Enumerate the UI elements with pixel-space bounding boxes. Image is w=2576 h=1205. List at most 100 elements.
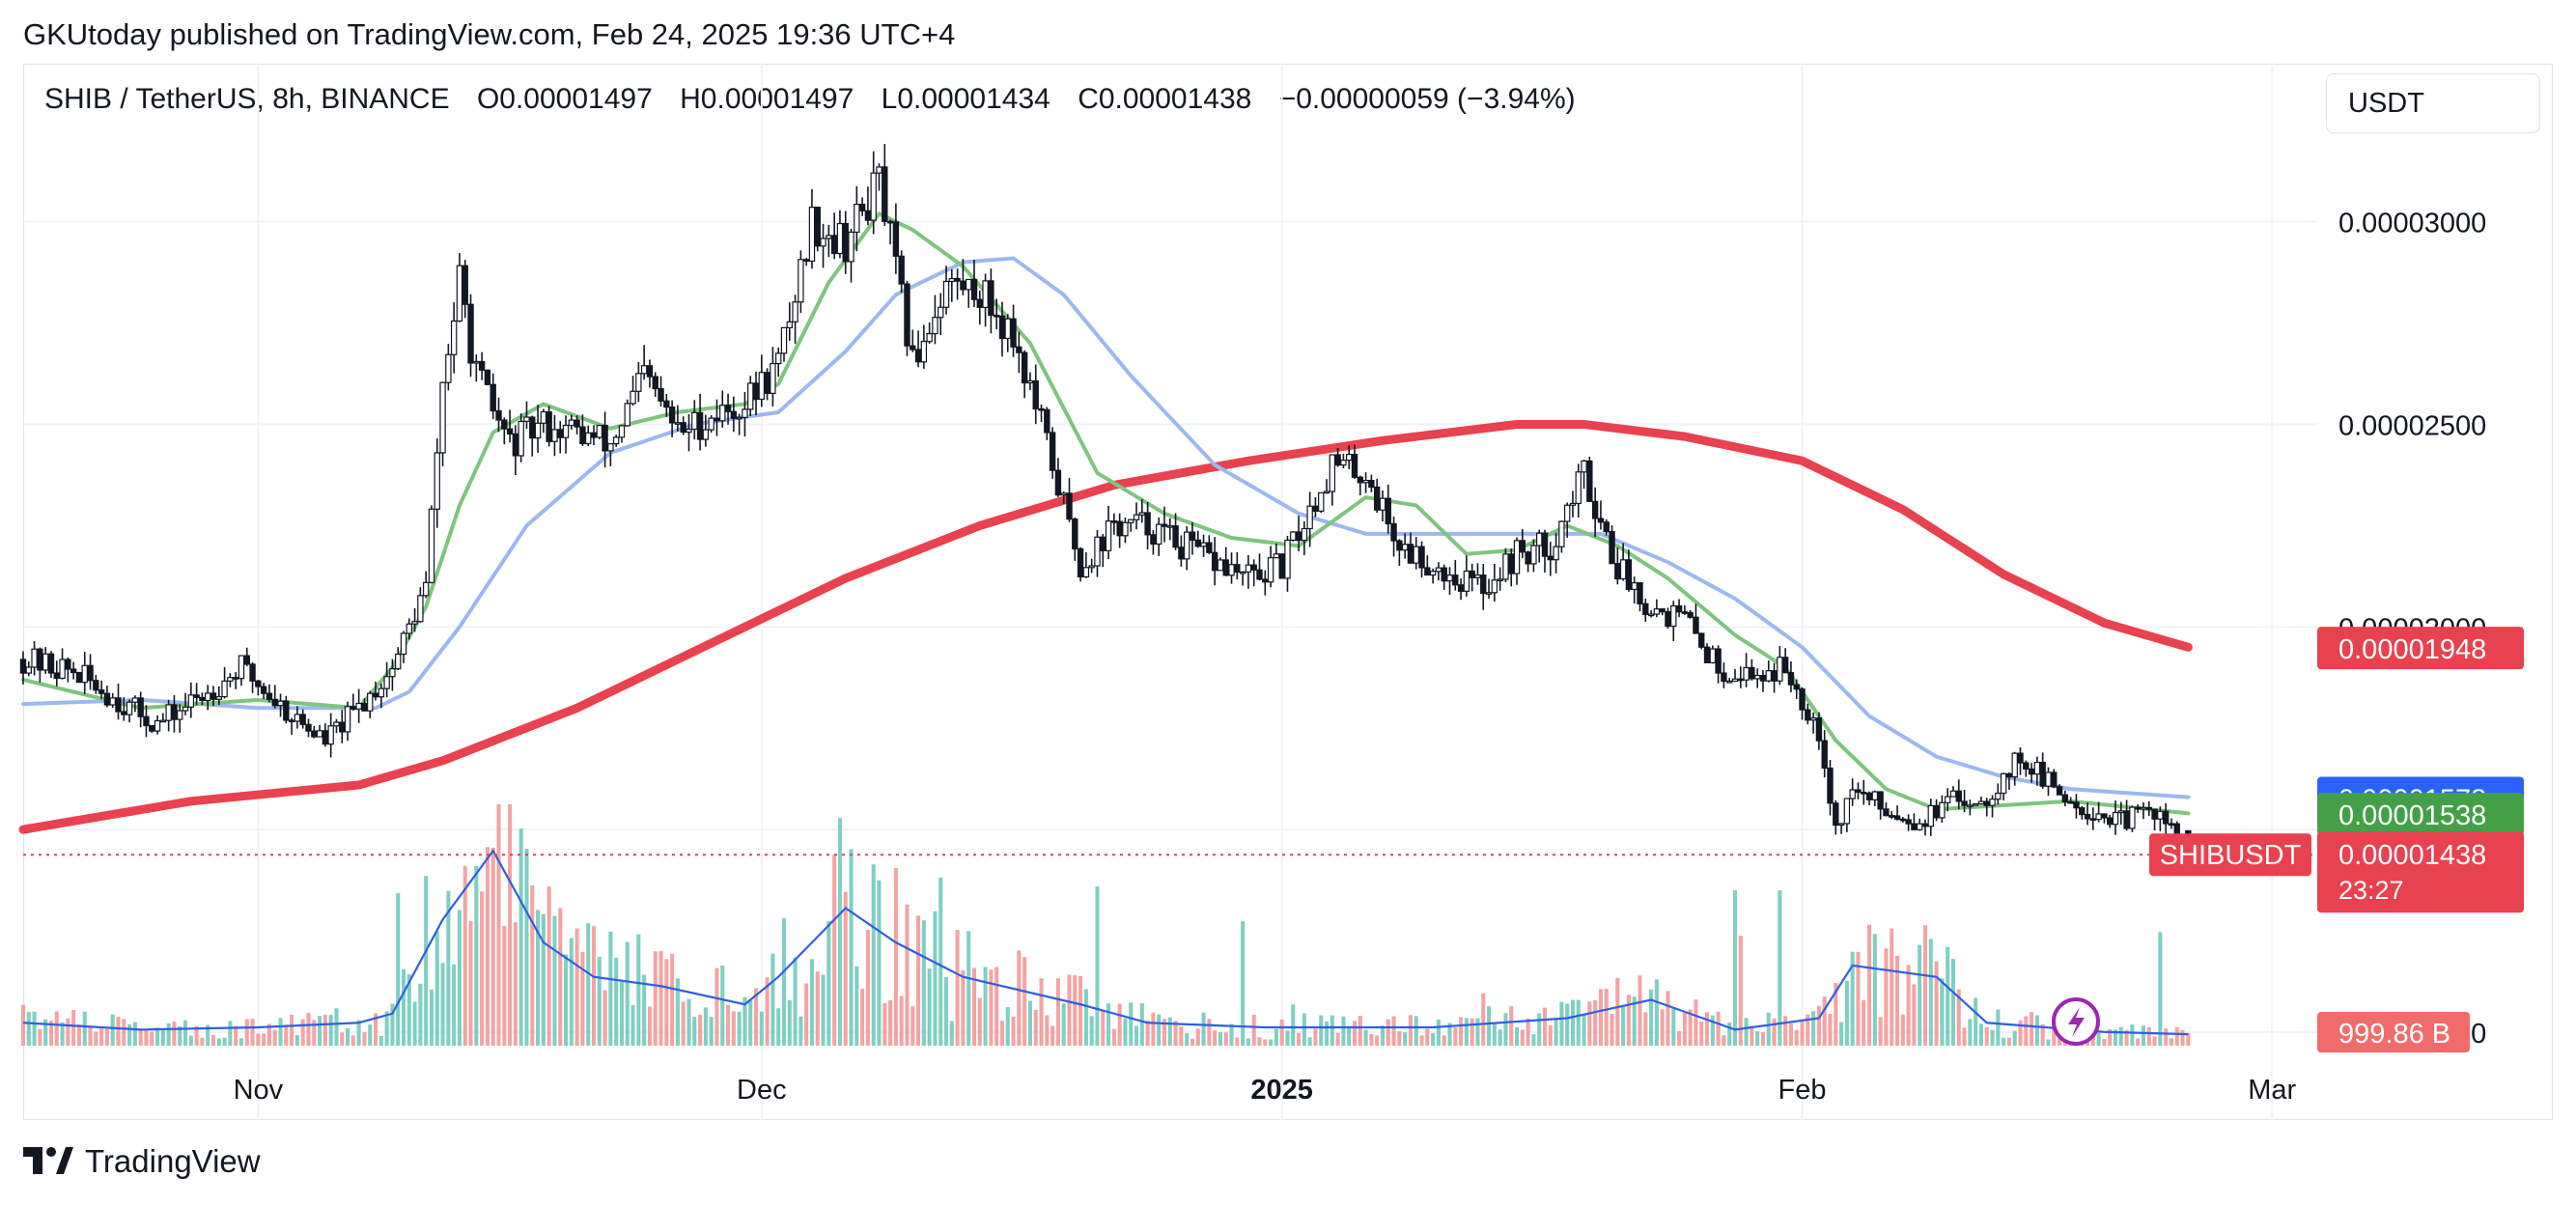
candle-body: [1631, 582, 1638, 591]
last-price-label: 0.00001438: [2338, 840, 2486, 871]
lightning-icon[interactable]: [2052, 997, 2100, 1046]
volume-bar: [1106, 1003, 1111, 1046]
volume-bar: [172, 1021, 177, 1046]
candle-body: [976, 298, 983, 309]
candle-body: [2151, 808, 2158, 820]
candle-body: [1917, 823, 1923, 830]
volume-bar: [1548, 1024, 1553, 1046]
volume-bar: [278, 1018, 283, 1046]
volume-bar: [1554, 1019, 1558, 1046]
candle-body: [635, 373, 642, 392]
ohlc-low: L0.00001434: [881, 83, 1050, 115]
volume-bar: [726, 1004, 731, 1046]
volume-bar: [1269, 1039, 1274, 1046]
volume-bar: [1744, 1018, 1749, 1046]
candle-body: [1054, 469, 1062, 496]
volume-bar: [1632, 996, 1637, 1046]
candle-body: [1312, 505, 1319, 512]
volume-bar: [350, 1035, 355, 1046]
currency-button[interactable]: USDT: [2326, 73, 2540, 133]
candle-body: [1021, 351, 1028, 384]
candle-body: [1469, 570, 1475, 578]
volume-bar: [496, 804, 501, 1046]
volume-bar: [776, 1008, 781, 1046]
symbol-info[interactable]: SHIB / TetherUS, 8h, BINANCE: [44, 83, 450, 115]
volume-bar: [1302, 1013, 1306, 1046]
volume-bar: [32, 1011, 37, 1046]
volume-bar: [798, 1016, 803, 1046]
volume-bar: [2002, 1037, 2006, 1046]
candle-body: [876, 166, 882, 174]
candle-body: [1871, 791, 1879, 800]
candle-body: [562, 424, 570, 438]
volume-bar: [905, 904, 910, 1046]
volume-bar: [1487, 1006, 1492, 1046]
volume-bar: [893, 867, 898, 1046]
volume-bar: [2141, 1025, 2145, 1046]
volume-bar: [2180, 1029, 2185, 1046]
volume-bar: [1900, 1014, 1905, 1046]
volume-bar: [1011, 1016, 1016, 1046]
candle-body: [2023, 762, 2030, 771]
volume-bar: [206, 1024, 210, 1046]
candle-body: [898, 255, 905, 285]
candle-body: [518, 420, 524, 457]
candle-body: [1530, 545, 1537, 565]
volume-bar: [1839, 1022, 1844, 1046]
candle-body: [1100, 536, 1106, 551]
candle-body: [602, 424, 608, 452]
volume-bar: [636, 934, 641, 1046]
candle-body: [942, 280, 950, 308]
volume-bar: [1061, 1003, 1066, 1046]
candle-body: [1334, 454, 1341, 466]
candle-body: [1357, 476, 1363, 484]
volume-bar: [1297, 1032, 1302, 1046]
volume-bar: [664, 959, 669, 1046]
volume-bar: [1111, 1028, 1116, 1046]
candle-body: [1016, 346, 1022, 353]
candle-body: [1435, 567, 1442, 573]
candle-body: [1781, 657, 1789, 674]
candle-body: [2033, 761, 2041, 775]
candle-body: [798, 259, 804, 303]
volume-bar: [564, 954, 569, 1046]
candle-body: [316, 730, 323, 738]
candle-body: [1267, 557, 1274, 583]
candle-body: [93, 680, 99, 691]
volume-bar: [2174, 1026, 2179, 1046]
candle-body: [808, 207, 816, 263]
candle-body: [1077, 547, 1084, 578]
volume-bar: [2113, 1029, 2118, 1046]
volume-bar: [1218, 1031, 1222, 1046]
candle-body: [1256, 569, 1263, 580]
volume-bar: [384, 1011, 389, 1046]
candle-body: [1603, 521, 1610, 533]
volume-bar: [374, 1013, 378, 1046]
candle-body: [848, 231, 854, 263]
candle-body: [1200, 542, 1207, 547]
candle-body: [1681, 611, 1689, 614]
candle-body: [2162, 810, 2170, 825]
candle-body: [882, 166, 888, 222]
candle-body: [367, 692, 374, 712]
candle-body: [422, 581, 430, 597]
candle-body: [81, 664, 88, 684]
candle-body: [1977, 800, 1985, 805]
volume-bar: [709, 1017, 714, 1046]
chart-frame: [23, 64, 2553, 1120]
candle-body: [121, 711, 127, 715]
candle-body: [1911, 823, 1918, 830]
candle-body: [1541, 532, 1549, 557]
candle-body: [792, 301, 798, 322]
volume-bar: [401, 968, 406, 1046]
volume-bar: [630, 1004, 635, 1046]
symbol-tag-bg: [2149, 833, 2311, 877]
volume-bar: [692, 1017, 697, 1046]
candle-body: [993, 314, 1000, 318]
candle-body: [182, 706, 189, 712]
candle-body: [926, 332, 933, 343]
candle-body: [1753, 674, 1761, 680]
candle-body: [579, 426, 586, 445]
candle-body: [1815, 717, 1823, 742]
